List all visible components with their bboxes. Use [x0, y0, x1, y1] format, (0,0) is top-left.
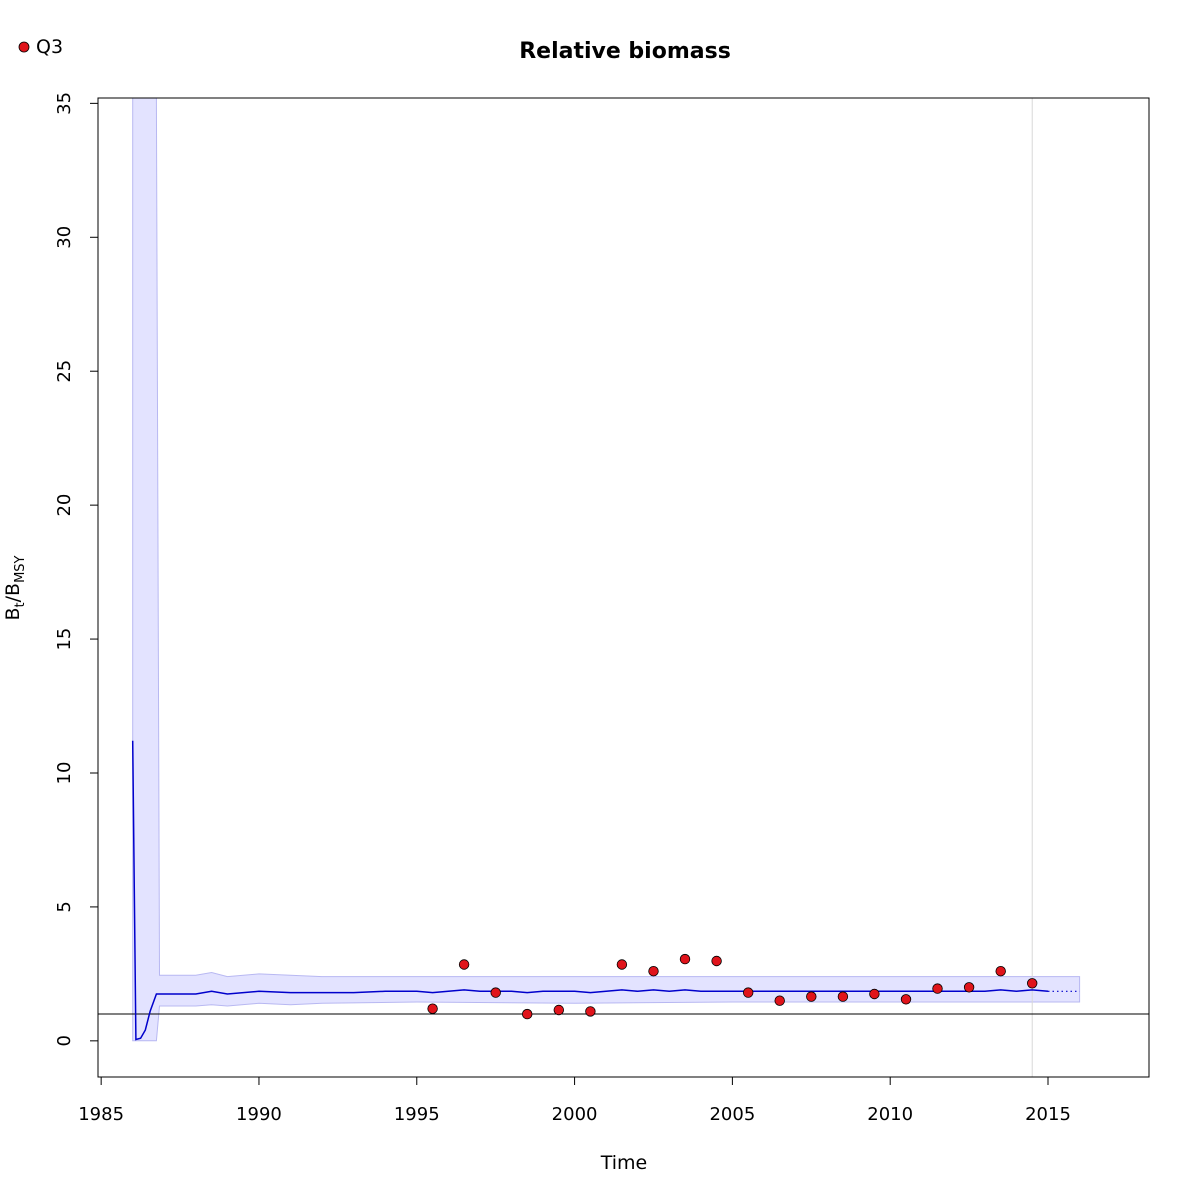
x-tick-label: 2000 [552, 1104, 598, 1125]
confidence-band [132, 98, 1081, 1042]
y-axis-label-slash: /B [2, 583, 24, 602]
y-tick-label: 10 [54, 762, 75, 785]
x-tick-label: 1990 [236, 1104, 282, 1125]
y-axis-label-main: B [2, 607, 24, 620]
plot-frame [97, 97, 1150, 1078]
x-tick-label: 1995 [394, 1104, 440, 1125]
x-axis: 1985 1990 1995 2000 2005 2010 2015 [78, 1076, 1071, 1125]
q3-point [490, 987, 501, 998]
y-tick-label: 30 [54, 226, 75, 249]
y-tick-label: 20 [54, 494, 75, 517]
q3-point [711, 955, 722, 967]
q3-point [963, 982, 975, 993]
y-axis-label-sub-t: t [13, 602, 28, 607]
legend: Q3 [18, 36, 63, 58]
q3-point [932, 983, 943, 994]
y-tick-label: 35 [54, 92, 75, 115]
chart-title: Relative biomass [519, 39, 731, 64]
legend-label-q3: Q3 [36, 36, 63, 58]
q3-point [522, 1008, 533, 1020]
q3-point [585, 1006, 596, 1017]
q3-point [869, 988, 880, 1000]
y-tick-label: 0 [54, 1035, 75, 1046]
plot-area [98, 98, 1149, 1077]
biomass-line [131, 740, 1049, 1041]
q3-point [995, 966, 1006, 977]
y-tick-label: 25 [54, 360, 75, 383]
q3-point [743, 987, 754, 998]
legend-marker-q3 [18, 41, 30, 53]
q3-point [1026, 978, 1038, 989]
q3-point [900, 994, 912, 1005]
y-axis: 0 5 10 15 20 25 30 35 [54, 92, 99, 1047]
y-tick-label: 15 [54, 628, 75, 651]
y-tick-label: 5 [54, 901, 75, 912]
q3-point [553, 1004, 565, 1016]
x-tick-label: 2015 [1025, 1104, 1071, 1125]
x-axis-label: Time [600, 1152, 648, 1174]
q3-point [616, 959, 628, 970]
q3-point [648, 966, 659, 977]
y-axis-label-sub-msy: MSY [13, 555, 28, 582]
x-tick-label: 2005 [709, 1104, 755, 1125]
q3-point [427, 1003, 438, 1014]
x-tick-label: 2010 [867, 1104, 913, 1125]
q3-point [806, 991, 817, 1002]
q3-point [458, 959, 470, 970]
q3-point [837, 991, 849, 1002]
q3-point [774, 995, 785, 1006]
y-axis-label: Bt/BMSY [2, 555, 28, 620]
x-tick-label: 1985 [78, 1104, 124, 1125]
q3-point [679, 953, 691, 965]
